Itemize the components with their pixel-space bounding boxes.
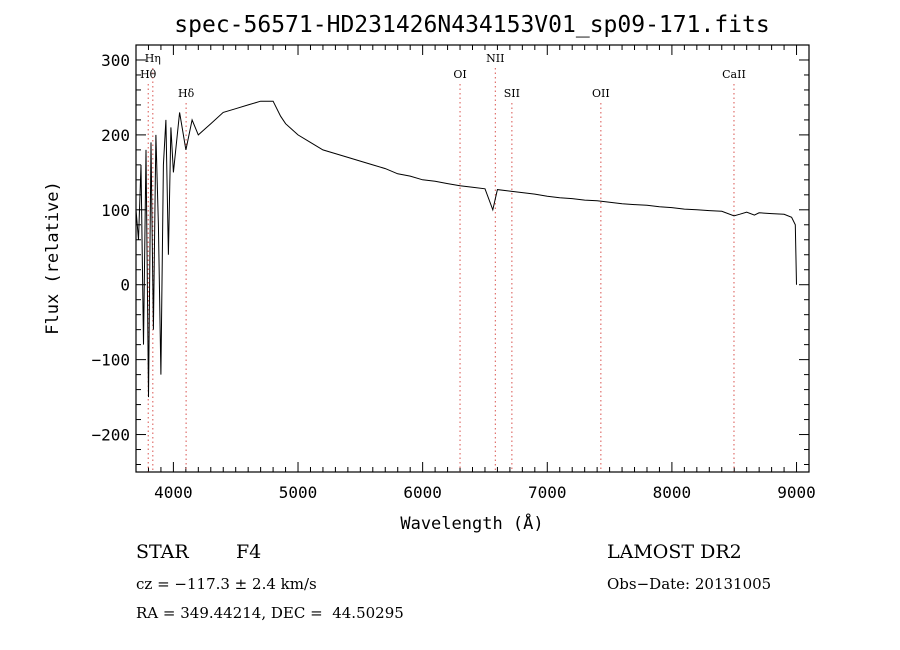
chart-title: spec-56571-HD231426N434153V01_sp09-171.f… <box>174 12 769 38</box>
x-tick-label: 7000 <box>528 483 567 502</box>
axis-ticks <box>135 44 810 472</box>
y-tick-label: −100 <box>91 351 130 370</box>
observation-date: Obs−Date: 20131005 <box>607 575 772 593</box>
x-axis-label: Wavelength (Å) <box>400 512 543 534</box>
tick-labels: 4000 5000 6000 7000 8000 9000 −200 −100 0 100 200 3… <box>91 51 815 502</box>
line-label: SII <box>504 87 520 100</box>
x-tick-label: 6000 <box>403 483 442 502</box>
x-tick-label: 5000 <box>279 483 318 502</box>
y-tick-label: 200 <box>101 126 130 145</box>
line-label: Hδ <box>178 87 195 100</box>
line-label: OII <box>592 87 610 100</box>
line-label: OI <box>453 68 466 81</box>
x-tick-label: 4000 <box>154 483 193 502</box>
line-label: Hη <box>145 52 161 65</box>
emission-line-markers: Hη Hθ Hδ OI NII SII OII CaII <box>140 52 746 472</box>
line-label: NII <box>486 52 504 65</box>
ra-dec: RA = 349.44214, DEC = 44.50295 <box>136 604 404 622</box>
y-tick-label: 100 <box>101 201 130 220</box>
plot-frame <box>135 44 810 473</box>
spectral-subclass: F4 <box>236 541 262 563</box>
line-label: Hθ <box>140 68 157 81</box>
redshift-cz: cz = −117.3 ± 2.4 km/s <box>136 575 317 593</box>
line-label: CaII <box>722 68 746 81</box>
y-axis-label: Flux (relative) <box>43 181 63 335</box>
y-tick-label: −200 <box>91 426 130 445</box>
object-type: STAR <box>136 541 189 563</box>
y-tick-label: 300 <box>101 51 130 70</box>
y-tick-label: 0 <box>120 276 130 295</box>
x-tick-label: 9000 <box>777 483 816 502</box>
survey-name: LAMOST DR2 <box>607 541 742 563</box>
x-tick-label: 8000 <box>653 483 692 502</box>
spectrum-line <box>135 100 797 398</box>
